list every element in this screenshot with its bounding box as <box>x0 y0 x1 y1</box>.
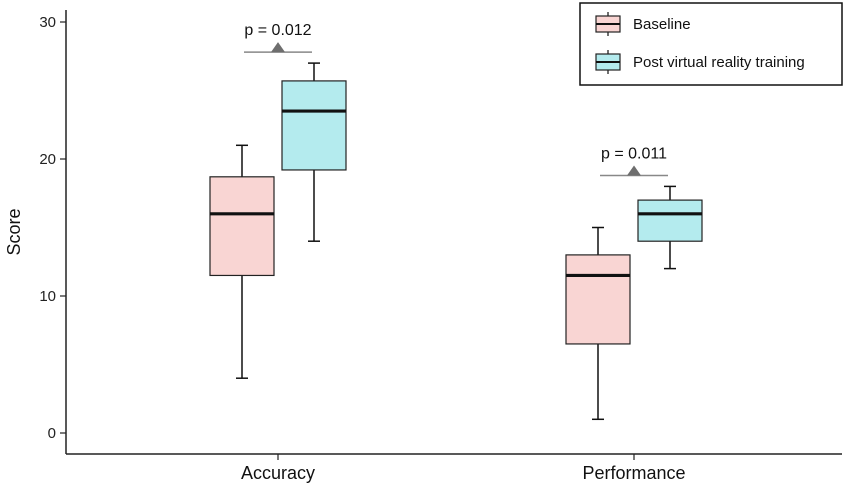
y-tick-label: 30 <box>39 14 56 31</box>
p-value-label: p = 0.011 <box>601 145 667 162</box>
legend-label: Baseline <box>633 16 691 33</box>
y-tick-label: 20 <box>39 151 56 168</box>
box-series <box>209 62 703 421</box>
box-body <box>209 176 275 277</box>
box-baseline-accuracy <box>209 144 275 379</box>
significance-triangle-icon <box>271 42 285 53</box>
box-body <box>637 199 703 242</box>
significance-triangle-icon <box>627 165 641 176</box>
x-tick-label: Performance <box>582 463 685 483</box>
box-post-training-performance <box>637 185 703 270</box>
plot-area: 0 10 20 30 Score Accuracy Performance p = 0.… <box>4 10 842 483</box>
box-post-training-accuracy <box>281 62 347 242</box>
box-body <box>565 254 631 345</box>
p-value-annotation: p = 0.012 <box>244 22 312 53</box>
y-axis-ticks: 0 10 20 30 <box>39 14 66 442</box>
y-tick-label: 10 <box>39 288 56 305</box>
y-tick-label: 0 <box>48 425 56 442</box>
x-tick-label: Accuracy <box>241 463 315 483</box>
legend-items: Baseline Post virtual reality training <box>595 12 805 74</box>
legend-frame <box>579 2 843 86</box>
significance-annotations: p = 0.012 p = 0.011 <box>244 22 668 177</box>
legend-label: Post virtual reality training <box>633 54 805 71</box>
legend: Baseline Post virtual reality training <box>579 2 843 86</box>
box-body <box>281 80 347 171</box>
box-baseline-performance <box>565 226 631 421</box>
x-axis-ticks: Accuracy Performance <box>241 454 686 483</box>
p-value-annotation: p = 0.011 <box>600 145 668 177</box>
p-value-label: p = 0.012 <box>244 22 311 39</box>
legend-item-baseline: Baseline <box>595 12 691 36</box>
legend-item-post-training: Post virtual reality training <box>595 50 805 74</box>
y-axis-title: Score <box>4 208 24 255</box>
